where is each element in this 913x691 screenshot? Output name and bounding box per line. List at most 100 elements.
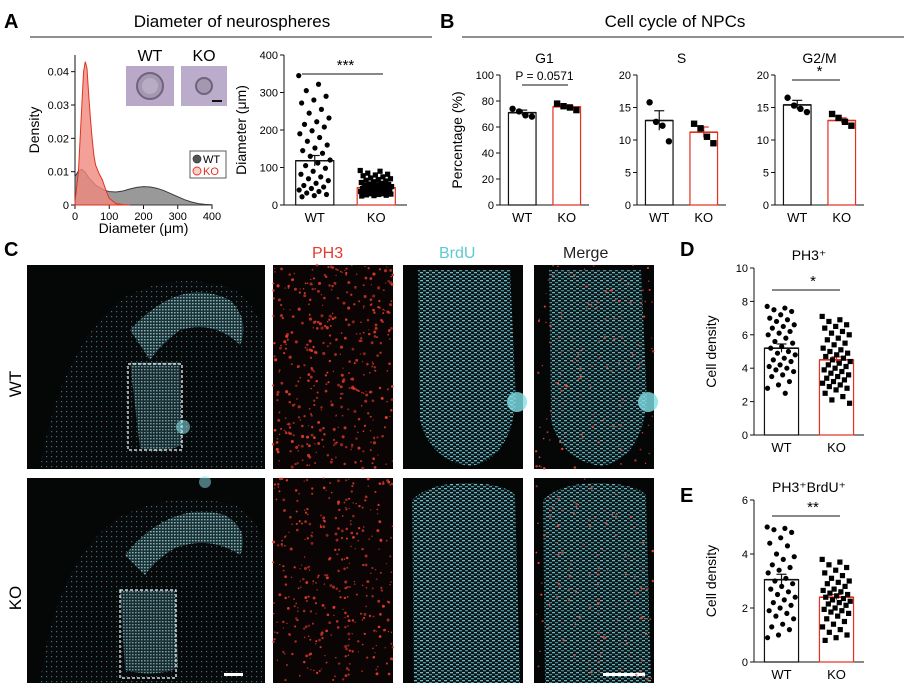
cell-signal	[651, 347, 653, 350]
cell-signal	[535, 613, 537, 616]
cell-signal	[276, 393, 279, 397]
y-axis-label: Cell density	[703, 315, 719, 387]
cell-signal	[306, 282, 309, 284]
data-point	[821, 606, 827, 612]
cell-signal	[295, 384, 298, 388]
cell-signal	[538, 465, 541, 467]
data-point	[790, 102, 798, 109]
data-point	[764, 635, 771, 641]
cell-signal	[315, 640, 318, 643]
cell-signal	[291, 523, 293, 526]
cell-signal	[319, 645, 322, 649]
cell-signal	[390, 275, 393, 278]
y-tick-label: 40	[482, 148, 494, 160]
data-point	[837, 559, 843, 565]
data-point	[781, 355, 787, 361]
data-point	[313, 180, 319, 186]
cell-signal	[328, 497, 331, 500]
cell-signal	[296, 462, 299, 465]
data-point	[321, 184, 327, 190]
cell-signal	[561, 447, 564, 451]
data-point	[703, 133, 711, 140]
cell-signal	[309, 375, 313, 379]
cell-signal	[368, 614, 372, 618]
significance-label: P = 0.0571	[515, 69, 573, 83]
cell-signal	[556, 596, 559, 599]
cell-signal	[628, 617, 631, 619]
cell-signal	[560, 316, 563, 318]
cell-signal	[287, 284, 290, 288]
cell-signal	[307, 373, 311, 377]
cell-signal	[375, 644, 377, 647]
cell-signal	[280, 344, 282, 347]
data-point	[376, 191, 382, 198]
data-point	[824, 337, 830, 343]
cell-signal	[373, 629, 376, 632]
cell-signal	[320, 314, 324, 318]
cell-signal	[283, 352, 286, 355]
cell-signal	[552, 355, 554, 357]
data-point	[780, 621, 786, 627]
data-point	[373, 190, 379, 196]
cell-signal	[346, 566, 349, 569]
data-point	[311, 97, 317, 103]
cell-signal	[366, 656, 369, 659]
y-tick-label: 2	[742, 603, 748, 615]
cell-signal	[308, 303, 310, 306]
cell-signal	[348, 649, 351, 652]
cell-signal	[646, 266, 650, 270]
cell-signal	[298, 520, 301, 523]
cell-signal	[348, 478, 350, 481]
cell-signal	[325, 275, 328, 279]
scale-bar-zoom	[603, 673, 645, 676]
cell-signal	[629, 301, 632, 304]
cell-signal	[306, 464, 309, 467]
cell-signal	[575, 502, 579, 506]
cell-signal	[325, 533, 329, 537]
cell-signal	[384, 282, 387, 284]
cell-signal	[347, 306, 351, 310]
cell-signal	[317, 574, 320, 577]
data-point	[838, 347, 844, 353]
cell-signal	[614, 298, 617, 301]
cell-signal	[350, 443, 354, 447]
cell-signal	[357, 446, 361, 450]
cell-signal	[377, 306, 380, 309]
cell-signal	[378, 635, 382, 638]
category-label: WT	[649, 210, 669, 225]
cell-signal	[616, 512, 618, 515]
cell-signal	[314, 462, 317, 464]
cell-signal	[371, 647, 374, 650]
cell-signal	[602, 509, 605, 512]
cell-signal	[341, 379, 345, 383]
data-point	[573, 106, 580, 114]
cell-signal	[573, 654, 576, 657]
data-point	[792, 352, 798, 358]
cell-signal	[644, 632, 648, 635]
cell-signal	[288, 392, 291, 396]
cell-signal	[338, 590, 341, 593]
cell-signal	[336, 296, 340, 300]
cell-signal	[351, 386, 355, 390]
cell-signal	[597, 441, 600, 444]
cell-signal	[652, 349, 655, 353]
cell-signal	[290, 465, 294, 469]
cell-signal	[598, 357, 601, 359]
data-point	[359, 193, 365, 199]
cell-signal	[344, 587, 347, 590]
cell-signal	[345, 267, 348, 270]
data-point	[839, 608, 845, 614]
cell-signal	[374, 568, 377, 571]
cell-signal	[372, 655, 376, 659]
data-point	[821, 367, 827, 373]
cell-signal	[284, 417, 287, 420]
cell-signal	[361, 619, 364, 621]
cell-signal	[339, 596, 342, 599]
cell-signal	[341, 392, 344, 395]
cell-signal	[639, 448, 642, 451]
cell-signal	[383, 309, 386, 312]
cell-signal	[347, 632, 351, 636]
cell-signal	[289, 547, 293, 551]
cell-signal	[621, 398, 624, 401]
cell-signal	[611, 513, 614, 516]
